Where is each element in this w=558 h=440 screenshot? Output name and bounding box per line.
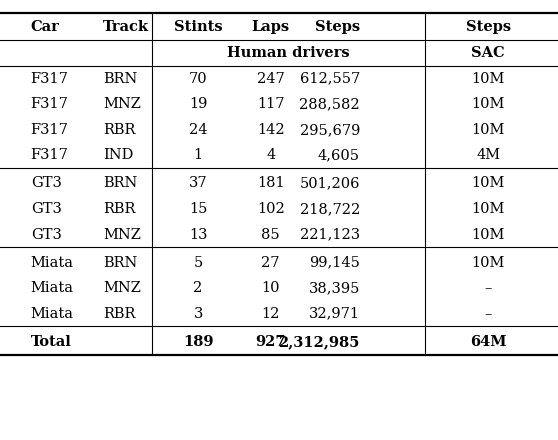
Text: BRN: BRN <box>103 72 138 86</box>
Text: GT3: GT3 <box>31 202 61 216</box>
Text: F317: F317 <box>31 148 69 162</box>
Text: Miata: Miata <box>31 281 74 295</box>
Text: 85: 85 <box>261 227 280 242</box>
Text: 218,722: 218,722 <box>300 202 360 216</box>
Text: 10: 10 <box>261 281 280 295</box>
Text: 612,557: 612,557 <box>300 72 360 86</box>
Text: GT3: GT3 <box>31 176 61 191</box>
Text: 1: 1 <box>194 148 203 162</box>
Text: 4M: 4M <box>476 148 501 162</box>
Text: Stints: Stints <box>174 20 223 34</box>
Text: 10M: 10M <box>472 256 505 270</box>
Text: 13: 13 <box>189 227 208 242</box>
Text: 10M: 10M <box>472 202 505 216</box>
Text: Car: Car <box>31 20 60 34</box>
Text: Miata: Miata <box>31 256 74 270</box>
Text: RBR: RBR <box>103 123 136 137</box>
Text: 221,123: 221,123 <box>300 227 360 242</box>
Text: 142: 142 <box>257 123 285 137</box>
Text: MNZ: MNZ <box>103 281 141 295</box>
Text: IND: IND <box>103 148 133 162</box>
Text: 247: 247 <box>257 72 285 86</box>
Text: MNZ: MNZ <box>103 97 141 111</box>
Text: 99,145: 99,145 <box>309 256 360 270</box>
Text: 37: 37 <box>189 176 208 191</box>
Text: BRN: BRN <box>103 176 138 191</box>
Text: Miata: Miata <box>31 307 74 321</box>
Text: 32,971: 32,971 <box>309 307 360 321</box>
Text: 15: 15 <box>189 202 207 216</box>
Text: F317: F317 <box>31 123 69 137</box>
Text: 27: 27 <box>261 256 280 270</box>
Text: 4: 4 <box>266 148 275 162</box>
Text: –: – <box>484 307 492 321</box>
Text: Laps: Laps <box>252 20 290 34</box>
Text: BRN: BRN <box>103 256 138 270</box>
Text: 10M: 10M <box>472 97 505 111</box>
Text: 10M: 10M <box>472 72 505 86</box>
Text: RBR: RBR <box>103 307 136 321</box>
Text: 3: 3 <box>194 307 203 321</box>
Text: 102: 102 <box>257 202 285 216</box>
Text: 38,395: 38,395 <box>309 281 360 295</box>
Text: 181: 181 <box>257 176 285 191</box>
Text: 2,312,985: 2,312,985 <box>278 335 360 349</box>
Text: SAC: SAC <box>472 46 505 60</box>
Text: Track: Track <box>103 20 149 34</box>
Text: F317: F317 <box>31 72 69 86</box>
Text: Human drivers: Human drivers <box>227 46 350 60</box>
Text: 927: 927 <box>256 335 286 349</box>
Text: 288,582: 288,582 <box>299 97 360 111</box>
Text: RBR: RBR <box>103 202 136 216</box>
Text: 24: 24 <box>189 123 208 137</box>
Text: Total: Total <box>31 335 71 349</box>
Text: 10M: 10M <box>472 176 505 191</box>
Text: F317: F317 <box>31 97 69 111</box>
Text: 70: 70 <box>189 72 208 86</box>
Text: 2: 2 <box>194 281 203 295</box>
Text: 10M: 10M <box>472 123 505 137</box>
Text: 4,605: 4,605 <box>318 148 360 162</box>
Text: 5: 5 <box>194 256 203 270</box>
Text: 189: 189 <box>183 335 213 349</box>
Text: 501,206: 501,206 <box>300 176 360 191</box>
Text: 19: 19 <box>189 97 207 111</box>
Text: 12: 12 <box>262 307 280 321</box>
Text: MNZ: MNZ <box>103 227 141 242</box>
Text: Steps: Steps <box>466 20 511 34</box>
Text: 10M: 10M <box>472 227 505 242</box>
Text: –: – <box>484 281 492 295</box>
Text: 64M: 64M <box>470 335 507 349</box>
Text: Steps: Steps <box>315 20 360 34</box>
Text: GT3: GT3 <box>31 227 61 242</box>
Text: 117: 117 <box>257 97 285 111</box>
Text: 295,679: 295,679 <box>300 123 360 137</box>
